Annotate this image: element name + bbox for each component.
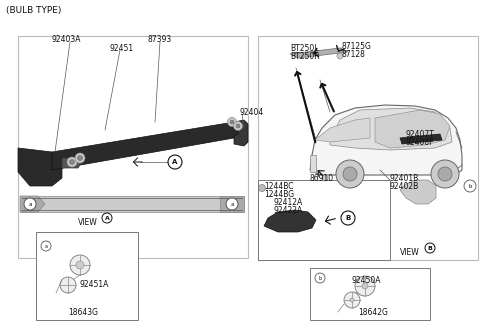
Circle shape (226, 198, 238, 210)
Polygon shape (400, 134, 442, 144)
Polygon shape (62, 158, 82, 168)
Polygon shape (290, 48, 348, 58)
Circle shape (230, 120, 234, 124)
Text: 92407T: 92407T (406, 130, 435, 139)
Text: 92402B: 92402B (390, 182, 419, 191)
Circle shape (431, 160, 459, 188)
Circle shape (102, 213, 112, 223)
Text: b: b (318, 276, 322, 280)
Polygon shape (330, 108, 452, 150)
Polygon shape (400, 180, 436, 204)
Text: 87128: 87128 (342, 50, 366, 59)
Circle shape (425, 243, 435, 253)
Circle shape (228, 117, 237, 127)
Circle shape (24, 198, 36, 210)
Circle shape (343, 167, 357, 181)
Text: (BULB TYPE): (BULB TYPE) (6, 6, 61, 15)
Circle shape (75, 153, 85, 163)
Text: 92408F: 92408F (406, 138, 434, 147)
Text: 18643G: 18643G (68, 308, 98, 317)
Text: B: B (428, 245, 432, 251)
Circle shape (362, 283, 368, 289)
Text: a: a (230, 201, 234, 207)
Bar (310, 268, 430, 320)
Circle shape (315, 273, 325, 283)
Text: 92451: 92451 (110, 44, 134, 53)
Text: 1244BC: 1244BC (264, 182, 293, 191)
Text: 92450A: 92450A (352, 276, 382, 285)
Text: 86910: 86910 (310, 174, 334, 183)
Circle shape (336, 160, 364, 188)
Polygon shape (264, 210, 316, 232)
Bar (36, 232, 138, 320)
Circle shape (322, 175, 328, 181)
Text: BT250R: BT250R (290, 52, 320, 61)
Bar (258, 180, 390, 260)
Text: 87125G: 87125G (342, 42, 372, 51)
Circle shape (350, 298, 354, 302)
Circle shape (236, 124, 240, 128)
Circle shape (76, 261, 84, 269)
Circle shape (67, 157, 77, 167)
Circle shape (41, 241, 51, 251)
Text: 92401B: 92401B (390, 174, 419, 183)
Circle shape (70, 255, 90, 275)
Circle shape (464, 180, 476, 192)
Text: b: b (468, 183, 472, 189)
Polygon shape (220, 196, 244, 212)
Circle shape (341, 211, 355, 225)
Text: B: B (346, 215, 350, 221)
Text: 18642G: 18642G (358, 308, 388, 317)
Circle shape (60, 277, 76, 293)
Polygon shape (52, 122, 238, 170)
Circle shape (438, 167, 452, 181)
Polygon shape (234, 120, 248, 146)
Text: 92403A: 92403A (52, 35, 82, 44)
Text: VIEW: VIEW (400, 248, 420, 257)
Circle shape (77, 155, 83, 160)
Bar (258, 36, 478, 260)
Circle shape (233, 121, 242, 131)
Circle shape (344, 292, 360, 308)
Circle shape (355, 276, 375, 296)
Polygon shape (18, 148, 62, 186)
Text: VIEW: VIEW (78, 218, 98, 227)
Circle shape (70, 159, 74, 165)
Polygon shape (315, 118, 370, 142)
Text: 92412A: 92412A (274, 198, 303, 207)
Polygon shape (310, 105, 462, 175)
Polygon shape (20, 196, 45, 212)
Text: 92451A: 92451A (80, 280, 109, 289)
Polygon shape (375, 110, 450, 148)
Text: A: A (172, 159, 178, 165)
Text: 1244BG: 1244BG (264, 190, 294, 199)
Circle shape (259, 184, 265, 192)
Text: a: a (45, 243, 48, 249)
Text: BT250L: BT250L (290, 44, 319, 53)
Bar (18, 36, 248, 258)
Text: a: a (28, 201, 32, 207)
Polygon shape (310, 155, 316, 172)
Text: 92422A: 92422A (274, 206, 303, 215)
Text: 87393: 87393 (148, 35, 172, 44)
Bar (20, 196, 244, 212)
Text: 92404: 92404 (240, 108, 264, 117)
Text: A: A (105, 215, 109, 220)
Circle shape (337, 53, 343, 59)
Circle shape (168, 155, 182, 169)
